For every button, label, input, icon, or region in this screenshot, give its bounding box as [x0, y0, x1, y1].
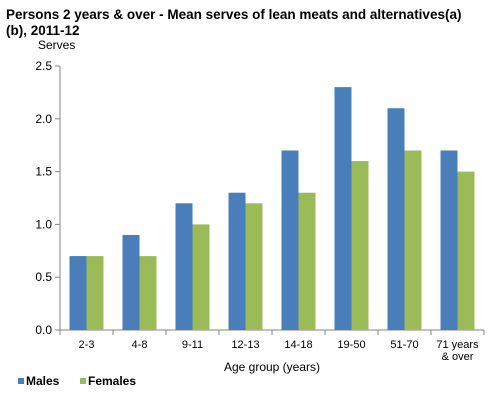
- bar-females-7: [457, 171, 475, 330]
- y-axis-title: Serves: [38, 38, 75, 52]
- bar-males-4: [281, 150, 299, 330]
- chart-title: Persons 2 years & over - Mean serves of …: [6, 7, 462, 38]
- x-axis-title: Age group (years): [224, 360, 320, 374]
- x-tick-label: 12-13: [231, 339, 259, 351]
- x-tick-label: 4-8: [132, 339, 148, 351]
- legend-swatch-males: [18, 378, 24, 384]
- bar-females-5: [351, 161, 369, 330]
- bar-males-6: [387, 108, 405, 331]
- bar-females-3: [245, 203, 263, 330]
- bar-males-5: [334, 87, 352, 331]
- y-tick-label: 1.5: [35, 165, 52, 179]
- bar-females-2: [192, 224, 210, 330]
- y-tick-label: 2.5: [35, 59, 52, 73]
- y-tick-label: 0.5: [35, 270, 52, 284]
- bar-males-2: [175, 203, 193, 330]
- x-tick-label: 9-11: [182, 339, 203, 351]
- y-tick-label: 0.0: [35, 323, 52, 337]
- x-tick-label: 2-3: [79, 339, 95, 351]
- legend-label-males: Males: [26, 374, 60, 388]
- y-tick-label: 1.0: [35, 217, 52, 231]
- x-tick-label: 19-50: [337, 339, 365, 351]
- x-tick-label: & over: [442, 351, 474, 363]
- bar-males-0: [69, 256, 87, 330]
- bar-males-3: [228, 192, 246, 330]
- legend-label-females: Females: [88, 374, 136, 388]
- bar-males-1: [122, 234, 140, 330]
- bar-females-4: [298, 192, 316, 330]
- bar-males-7: [440, 150, 458, 330]
- x-tick-label: 71 years: [436, 339, 479, 351]
- y-tick-label: 2.0: [35, 112, 52, 126]
- bar-females-0: [86, 256, 104, 330]
- bar-females-6: [404, 150, 422, 330]
- x-tick-label: 14-18: [284, 339, 312, 351]
- x-tick-label: 51-70: [390, 339, 418, 351]
- legend-swatch-females: [80, 378, 86, 384]
- bar-females-1: [139, 256, 157, 330]
